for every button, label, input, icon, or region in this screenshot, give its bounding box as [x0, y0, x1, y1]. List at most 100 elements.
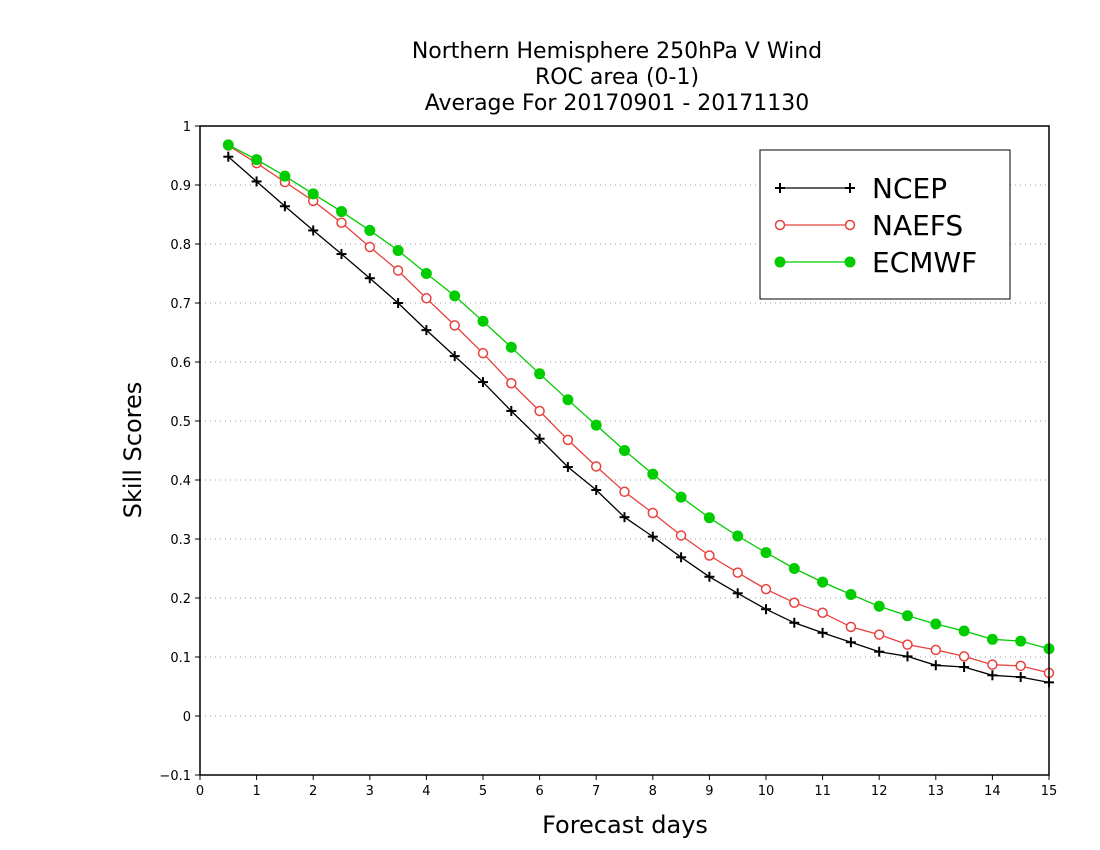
y-tick-label: 0.6: [170, 356, 191, 371]
data-point-naefs: [562, 434, 574, 446]
data-point-naefs: [619, 486, 630, 498]
x-tick-label: 10: [758, 784, 775, 799]
y-tick-label: −0.1: [159, 769, 191, 784]
data-point-naefs: [364, 241, 376, 253]
data-point-naefs: [873, 629, 885, 640]
data-point-ecmwf: [364, 224, 376, 236]
data-point-ecmwf: [505, 341, 517, 353]
data-point-ecmwf: [449, 290, 461, 302]
legend-marker-naefs: [774, 219, 786, 231]
data-point-naefs: [647, 507, 659, 519]
data-point-ecmwf: [788, 563, 800, 574]
x-tick-label: 6: [535, 784, 543, 799]
data-point-naefs: [421, 293, 432, 304]
data-point-ecmwf: [251, 154, 263, 166]
x-tick-label: 15: [1041, 784, 1058, 799]
data-point-ncep: [534, 433, 545, 444]
plot-frame: [199, 125, 1050, 776]
data-point-ecmwf: [986, 633, 998, 645]
data-point-ecmwf: [958, 625, 970, 637]
legend-marker-naefs: [844, 219, 856, 231]
data-point-ncep: [251, 176, 262, 187]
x-tick-label: 13: [928, 784, 945, 799]
x-tick-label: 0: [196, 784, 204, 799]
data-point-ecmwf: [732, 530, 744, 542]
data-point-naefs: [930, 644, 942, 656]
data-point-naefs: [958, 651, 970, 662]
data-point-ncep: [223, 151, 234, 162]
data-point-naefs: [732, 567, 743, 578]
data-point-ncep: [562, 462, 573, 473]
data-point-ncep: [817, 627, 828, 638]
y-tick-label: 0.4: [170, 474, 191, 489]
data-point-ecmwf: [647, 468, 659, 480]
data-point-ncep: [959, 662, 970, 673]
data-point-ncep: [874, 646, 885, 657]
legend-marker-ecmwf: [844, 256, 856, 268]
x-tick-label: 3: [366, 784, 374, 799]
data-point-ncep: [761, 604, 771, 615]
data-point-ncep: [506, 405, 517, 416]
y-tick-label: 0.9: [170, 179, 191, 194]
data-point-naefs: [506, 377, 517, 389]
data-point-ncep: [393, 298, 404, 308]
data-point-ncep: [676, 552, 687, 563]
axis-ticks: −0.100.10.20.30.40.50.60.70.80.910 1 2 3 4 5 6…: [159, 120, 1057, 799]
data-point-ecmwf: [873, 600, 885, 612]
x-tick-label: 5: [479, 784, 487, 799]
data-point-ecmwf: [619, 445, 630, 456]
data-point-ncep: [647, 531, 658, 542]
series-line-ncep: [227, 156, 1050, 684]
data-point-naefs: [704, 550, 715, 561]
data-point-ecmwf: [845, 588, 857, 600]
y-axis-label: Skill Scores: [119, 382, 147, 519]
data-point-naefs: [817, 607, 828, 618]
data-point-ecmwf: [590, 419, 602, 431]
legend-marker-ecmwf: [774, 256, 786, 268]
y-tick-label: 0.7: [170, 297, 191, 312]
data-point-ecmwf: [336, 206, 347, 218]
data-point-ncep: [619, 512, 630, 523]
data-point-naefs: [1015, 660, 1026, 672]
data-point-naefs: [449, 320, 460, 331]
data-point-naefs: [477, 347, 489, 359]
data-point-ecmwf: [817, 576, 829, 588]
x-tick-label: 2: [309, 784, 317, 799]
y-tick-label: 0.1: [170, 651, 191, 666]
legend-label-ecmwf: ECMWF: [872, 246, 977, 279]
y-tick-label: 0.2: [170, 592, 191, 607]
data-point-naefs: [590, 461, 602, 472]
data-point-ncep: [478, 377, 488, 388]
data-point-naefs: [675, 530, 687, 541]
data-point-ncep: [336, 249, 347, 260]
legend-label-naefs: NAEFS: [872, 209, 963, 242]
series-ecmwf: [222, 139, 1055, 655]
data-point-ecmwf: [760, 547, 772, 559]
data-point-naefs: [789, 597, 800, 608]
data-point-ecmwf: [477, 315, 489, 327]
data-point-ecmwf: [307, 188, 319, 200]
data-point-naefs: [760, 583, 772, 595]
y-tick-label: 0.5: [170, 415, 191, 430]
data-point-ecmwf: [534, 368, 546, 380]
x-tick-label: 14: [984, 784, 1001, 799]
data-point-naefs: [987, 659, 998, 670]
y-tick-label: 0.8: [170, 238, 191, 253]
data-point-ecmwf: [930, 618, 942, 630]
data-point-naefs: [336, 217, 347, 229]
data-point-ncep: [704, 571, 715, 582]
x-tick-label: 4: [422, 784, 430, 799]
data-point-ecmwf: [420, 268, 432, 279]
data-point-ncep: [732, 588, 743, 599]
data-point-ncep: [987, 670, 998, 681]
data-point-ncep: [449, 351, 460, 362]
data-point-ecmwf: [902, 610, 913, 622]
data-point-naefs: [845, 621, 857, 633]
x-tick-label: 8: [649, 784, 657, 799]
data-point-ncep: [902, 651, 913, 662]
chart-title-line-1: Northern Hemisphere 250hPa V Wind: [412, 39, 822, 64]
data-point-naefs: [902, 639, 913, 650]
legend-marker-ncep: [845, 183, 855, 193]
data-point-ncep: [1015, 672, 1026, 683]
